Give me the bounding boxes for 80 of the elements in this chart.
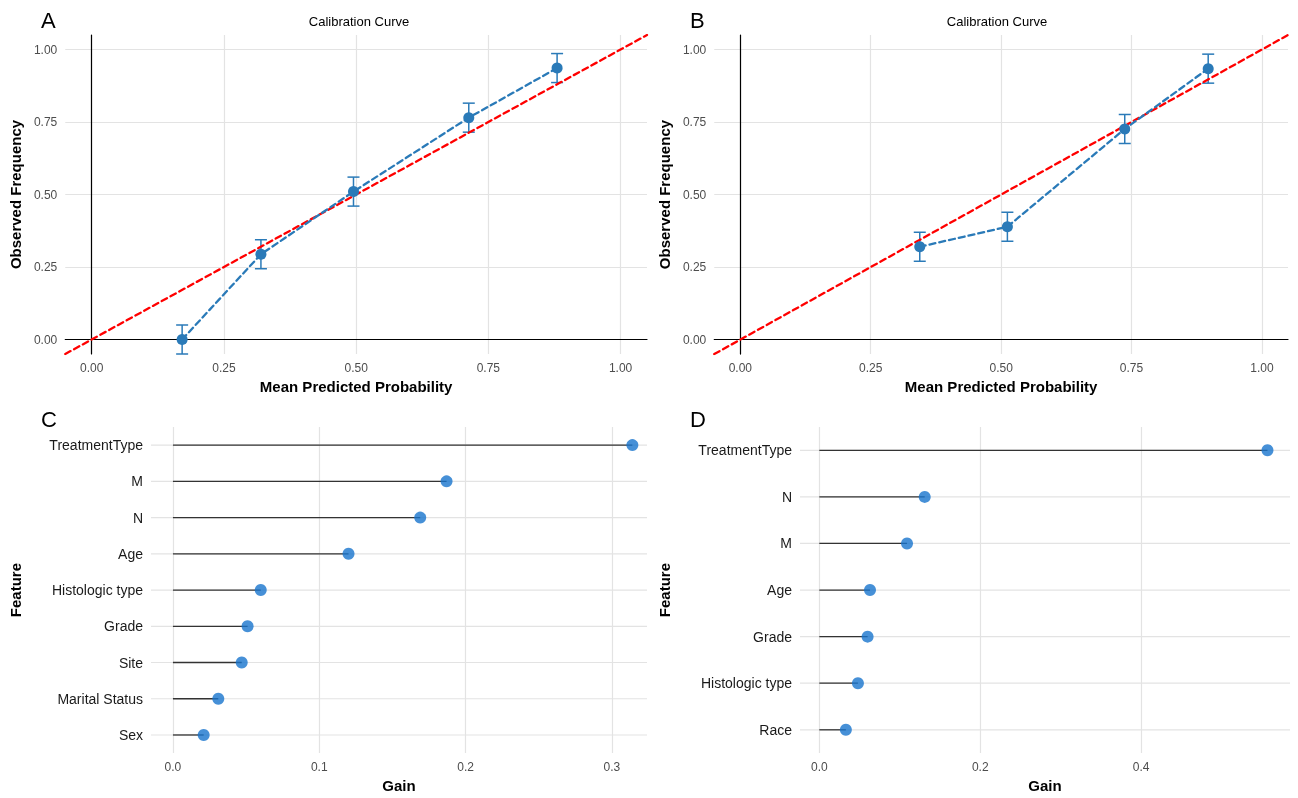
- point: [551, 62, 563, 74]
- y-tick-label: 0.50: [33, 187, 58, 202]
- y-tick-label: 0.50: [682, 187, 707, 202]
- point: [1202, 63, 1214, 75]
- y-tick-label: Grade: [753, 628, 793, 645]
- point: [235, 656, 248, 669]
- point: [176, 334, 188, 345]
- y-tick-label: Site: [118, 654, 144, 671]
- point: [1119, 123, 1131, 135]
- y-axis-title: Observed Frequency: [656, 119, 673, 270]
- point: [342, 547, 355, 560]
- chart-title: Calibration Curve: [946, 14, 1048, 29]
- y-tick-label: Marital Status: [57, 690, 143, 707]
- text: B: [690, 7, 705, 33]
- point: [197, 728, 210, 741]
- x-tick-label: 0.75: [1119, 361, 1144, 376]
- point: [212, 692, 225, 705]
- x-tick-label: 1.00: [1250, 361, 1274, 376]
- point: [463, 112, 475, 124]
- y-tick-label: Age: [118, 545, 144, 562]
- point: [254, 584, 267, 597]
- y-tick-label: TreatmentType: [49, 437, 144, 454]
- y-tick-label: N: [781, 488, 792, 505]
- y-tick-label: M: [131, 473, 143, 490]
- point: [255, 248, 267, 260]
- text: C: [41, 406, 57, 432]
- x-tick-label: 0.75: [476, 361, 501, 375]
- y-axis-title: Feature: [7, 562, 24, 618]
- point: [347, 186, 359, 198]
- x-tick-label: 0.4: [1132, 760, 1150, 775]
- x-axis-title: Mean Predicted Probability: [259, 377, 454, 395]
- point: [1001, 221, 1013, 233]
- y-tick-label: TreatmentType: [698, 442, 793, 459]
- point: [901, 537, 914, 550]
- y-tick-label: 0.00: [682, 332, 707, 347]
- x-tick-label: 0.50: [344, 361, 369, 375]
- text: D: [690, 406, 706, 432]
- y-tick-label: Age: [767, 582, 793, 599]
- x-tick-label: 0.1: [310, 760, 328, 775]
- point: [241, 620, 254, 633]
- point: [414, 511, 427, 524]
- y-tick-label: Histologic type: [51, 582, 144, 599]
- point: [626, 439, 639, 452]
- x-tick-label: 0.25: [212, 361, 236, 375]
- x-tick-label: 0.25: [859, 361, 883, 376]
- x-tick-label: 0.2: [457, 760, 475, 775]
- point: [1261, 444, 1274, 457]
- x-tick-label: 0.2: [971, 760, 989, 775]
- x-tick-label: 0.3: [603, 760, 621, 775]
- y-tick-label: M: [780, 535, 792, 552]
- y-tick-label: 0.75: [33, 115, 58, 129]
- y-tick-label: 0.75: [682, 115, 707, 130]
- y-tick-label: N: [132, 509, 143, 526]
- point: [914, 241, 926, 253]
- point: [440, 475, 453, 488]
- point: [861, 630, 874, 643]
- x-tick-label: 1.00: [608, 361, 633, 375]
- y-axis-title: Feature: [656, 562, 673, 618]
- point: [851, 677, 864, 690]
- chart-title: Calibration Curve: [308, 14, 410, 29]
- point: [864, 584, 876, 597]
- point: [918, 490, 931, 503]
- y-tick-label: Grade: [104, 618, 144, 635]
- text: A: [41, 7, 56, 33]
- x-tick-label: 0.0: [164, 760, 182, 775]
- y-tick-label: 0.00: [33, 332, 58, 347]
- y-tick-label: 0.25: [33, 260, 58, 274]
- y-tick-label: Sex: [118, 726, 143, 743]
- y-tick-label: 0.25: [682, 260, 707, 275]
- y-tick-label: 1.00: [33, 42, 58, 57]
- point: [839, 723, 852, 736]
- y-tick-label: Race: [759, 721, 793, 738]
- y-tick-label: 1.00: [682, 42, 707, 57]
- x-tick-label: 0.0: [810, 760, 828, 775]
- y-axis-title: Observed Frequency: [7, 119, 24, 270]
- x-axis-title: Mean Predicted Probability: [904, 378, 1099, 395]
- x-tick-label: 0.50: [989, 361, 1014, 376]
- y-tick-label: Histologic type: [700, 675, 793, 692]
- x-axis-title: Gain: [1028, 777, 1062, 794]
- x-axis-title: Gain: [382, 777, 416, 794]
